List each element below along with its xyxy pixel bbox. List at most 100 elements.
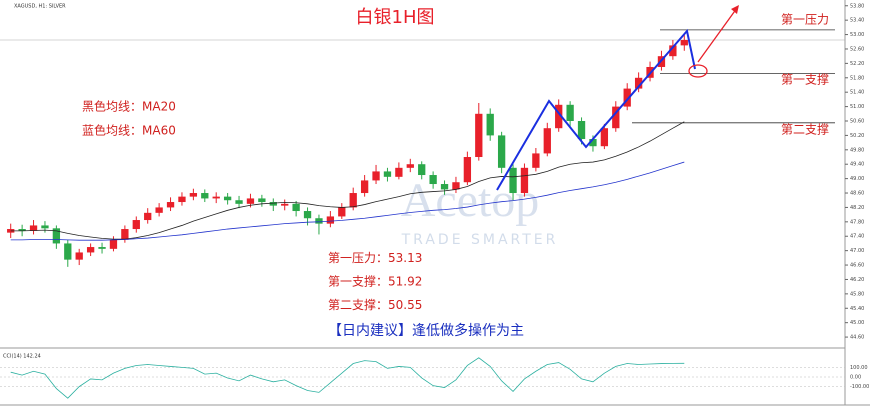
arrow-head <box>731 5 739 14</box>
level-text: 第一支撑：51.92 <box>328 273 422 288</box>
candle-body <box>486 113 494 136</box>
y-tick-label: 44.60 <box>850 335 864 341</box>
y-tick-label: 51.80 <box>850 75 864 81</box>
candle-body <box>463 157 472 183</box>
candle-body <box>18 229 26 231</box>
candle-body <box>292 203 300 212</box>
cci-tick-label: 100.00 <box>850 365 868 371</box>
cci-label: CCI(14) 142.24 <box>3 354 41 360</box>
y-tick-label: 45.80 <box>850 291 864 297</box>
candle-body <box>452 182 460 190</box>
candle-body <box>600 128 609 147</box>
candle-body <box>440 184 449 190</box>
y-tick-label: 51.40 <box>850 90 864 96</box>
candle-body <box>29 225 38 231</box>
candle-body <box>281 203 289 206</box>
candle-body <box>41 225 49 229</box>
candle-body <box>75 252 83 260</box>
candle-body <box>680 39 688 46</box>
legend-entry: 黑色均线：MA20 <box>82 100 176 114</box>
candle-body <box>326 216 335 224</box>
y-tick-label: 53.00 <box>850 32 864 38</box>
candle-body <box>612 106 620 129</box>
ma-line <box>10 161 685 241</box>
legend-entry: 蓝色均线：MA60 <box>82 124 176 138</box>
cci-tick-label: 0.00 <box>850 375 861 381</box>
candle-body <box>178 196 186 203</box>
level-name: 第二支撑： <box>328 297 388 312</box>
candle-body <box>212 196 220 199</box>
candle-body <box>338 207 346 217</box>
candle-body <box>669 45 677 57</box>
y-tick-label: 47.80 <box>850 219 864 225</box>
candle-body <box>189 193 198 197</box>
candle-body <box>589 139 597 147</box>
header: XAGUSD, H1: SILVER <box>14 4 66 10</box>
candle-body <box>475 113 483 158</box>
y-tick-label: 48.60 <box>850 191 864 197</box>
candle-body <box>429 175 437 185</box>
y-tick-label: 48.20 <box>850 205 864 211</box>
candle-body <box>132 220 140 230</box>
y-tick-label: 47.40 <box>850 234 864 240</box>
candle-body <box>623 88 631 107</box>
candle-body <box>360 180 369 194</box>
y-tick-label: 45.40 <box>850 306 864 312</box>
y-tick-label: 50.20 <box>850 133 864 139</box>
candle-body <box>349 193 357 208</box>
candle-body <box>566 104 574 122</box>
level-label: 第二支撑 <box>781 122 829 137</box>
level-text: 第二支撑：50.55 <box>328 297 422 312</box>
candle-body <box>201 193 209 199</box>
y-tick-label: 49.80 <box>850 147 864 153</box>
candle-body <box>109 239 118 249</box>
candle-body <box>555 104 563 129</box>
y-tick-label: 46.60 <box>850 263 864 269</box>
y-tick-label: 51.00 <box>850 104 864 110</box>
candle-body <box>235 200 243 204</box>
y-tick-label: 52.60 <box>850 46 864 52</box>
candle-body <box>246 198 255 204</box>
watermark: TRADE SMARTER <box>401 232 559 248</box>
candle-body <box>532 153 540 168</box>
arrow <box>697 7 738 63</box>
cci-tick-label: -100.00 <box>850 384 869 390</box>
candle-body <box>144 212 152 221</box>
level-text: 第一压力：53.13 <box>328 251 422 265</box>
advice: 【日内建议】逢低做多操作为主 <box>328 322 524 339</box>
level-name: 第一压力： <box>328 251 388 265</box>
y-tick-label: 53.80 <box>850 3 864 9</box>
candle-body <box>418 164 426 176</box>
candle-body <box>406 164 414 168</box>
y-tick-label: 50.60 <box>850 119 864 125</box>
candle-body <box>303 211 312 219</box>
candle-body <box>155 207 163 213</box>
y-tick-label: 49.40 <box>850 162 864 168</box>
level-value: 50.55 <box>388 298 422 312</box>
y-tick-label: 52.20 <box>850 61 864 67</box>
y-tick-label: 47.00 <box>850 248 864 254</box>
candle-body <box>497 135 506 168</box>
candle-body <box>509 167 517 194</box>
candle-body <box>121 229 129 240</box>
level-value: 53.13 <box>388 251 422 265</box>
candle-body <box>86 247 95 253</box>
candle-body <box>520 167 529 194</box>
ma-line <box>10 121 685 240</box>
level-label: 第一压力 <box>781 13 829 27</box>
y-tick-label: 49.00 <box>850 176 864 182</box>
candle-body <box>269 202 277 206</box>
y-tick-label: 45.00 <box>850 320 864 326</box>
candle-body <box>634 77 643 89</box>
cci-line <box>10 357 685 399</box>
pattern-line <box>496 28 696 191</box>
candle-body <box>98 247 106 249</box>
candle-body <box>258 198 266 203</box>
level-label: 第一支撑 <box>781 72 829 87</box>
candle-body <box>64 243 72 260</box>
candle-body <box>52 228 61 244</box>
candle-body <box>383 171 392 177</box>
y-tick-label: 53.40 <box>850 18 864 24</box>
